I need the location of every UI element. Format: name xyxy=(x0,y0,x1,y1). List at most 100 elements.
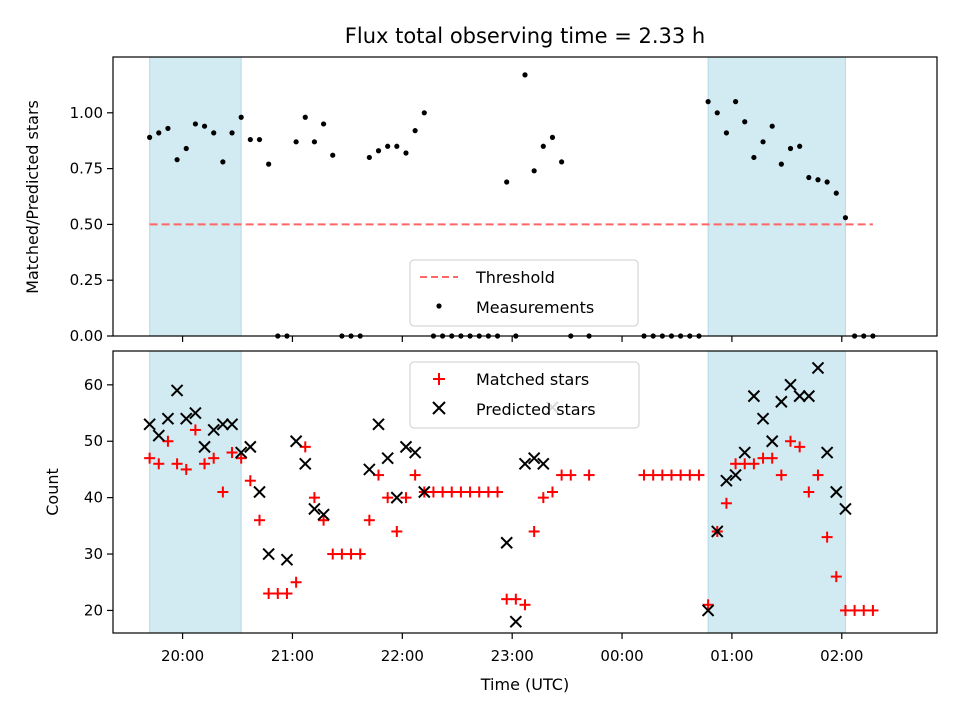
predicted-stars-marker xyxy=(381,451,394,465)
measurement-point xyxy=(806,174,812,181)
matched-stars-marker xyxy=(199,458,211,470)
measurement-point xyxy=(165,125,171,132)
bottom-y-tick-label: 20 xyxy=(84,601,103,619)
bottom-y-tick-label: 50 xyxy=(84,432,103,450)
measurement-point xyxy=(247,136,253,143)
measurement-point xyxy=(549,134,556,140)
predicted-stars-marker xyxy=(765,435,779,448)
predicted-stars-marker xyxy=(820,446,834,459)
x-tick-label: 20:00 xyxy=(161,647,204,665)
measurement-point xyxy=(714,110,720,116)
measurement-point xyxy=(815,177,821,183)
measurement-point xyxy=(531,168,537,174)
predicted-stars-marker xyxy=(738,446,751,459)
predicted-stars-marker xyxy=(289,435,303,448)
matched-stars-marker xyxy=(748,458,760,470)
top-y-tick-label: 0.75 xyxy=(70,160,103,178)
matched-stars-marker xyxy=(528,525,540,537)
bottom-legend: Matched stars Predicted stars xyxy=(409,361,640,429)
predicted-stars-marker xyxy=(500,536,513,549)
x-tick-label: 21:00 xyxy=(271,647,314,665)
bottom-x-ticks: 20:00 21:00 22:00 23:00 00:00 01:00 02:00 xyxy=(161,633,863,665)
top-x-ticks xyxy=(181,336,843,342)
x-tick-label: 01:00 xyxy=(710,647,753,665)
measurement-point xyxy=(723,130,730,136)
predicted-stars-points xyxy=(143,361,852,628)
predicted-stars-marker xyxy=(775,395,788,408)
legend-measurements-swatch xyxy=(436,303,442,309)
predicted-stars-marker xyxy=(207,423,220,437)
measurement-point xyxy=(778,161,784,167)
matched-stars-marker xyxy=(830,571,842,583)
predicted-stars-marker xyxy=(418,485,431,499)
measurement-point xyxy=(394,143,400,149)
predicted-stars-marker xyxy=(747,389,761,403)
matched-stars-marker xyxy=(180,463,192,475)
top-panel: 0.00 0.25 0.50 0.75 1.00 Matched/Predicted s… xyxy=(23,56,938,345)
legend-threshold-label: Threshold xyxy=(475,268,555,287)
matched-stars-marker xyxy=(189,424,201,436)
measurement-point xyxy=(211,130,217,136)
predicted-stars-marker xyxy=(308,502,321,516)
predicted-stars-marker xyxy=(262,547,275,561)
matched-stars-marker xyxy=(382,492,394,504)
top-y-tick-label: 0.50 xyxy=(70,215,103,233)
measurement-point xyxy=(201,123,208,129)
measurement-point xyxy=(366,154,372,161)
bottom-y-tick-label: 40 xyxy=(84,489,103,507)
matched-stars-marker xyxy=(208,452,220,464)
predicted-stars-marker xyxy=(729,468,742,482)
top-shade-band-0 xyxy=(149,56,242,337)
predicted-stars-marker xyxy=(161,412,175,425)
measurement-point xyxy=(751,154,757,161)
matched-stars-marker xyxy=(693,469,705,481)
matched-stars-marker xyxy=(354,548,366,560)
top-y-tick-label: 0.25 xyxy=(70,271,103,289)
matched-stars-marker xyxy=(281,588,293,600)
predicted-stars-marker xyxy=(189,406,202,420)
measurement-point xyxy=(769,123,775,129)
measurement-point xyxy=(256,136,263,143)
predicted-stars-marker xyxy=(225,418,239,431)
top-axes-frame xyxy=(112,56,938,337)
measurement-point xyxy=(540,143,546,149)
matched-stars-marker xyxy=(400,492,412,504)
legend-matched-swatch xyxy=(433,373,445,385)
matched-stars-marker xyxy=(583,469,595,481)
measurement-point xyxy=(293,139,299,145)
matched-stars-marker xyxy=(492,486,504,498)
matched-stars-marker xyxy=(803,486,815,498)
measurement-point xyxy=(320,121,327,127)
top-shaded-intervals xyxy=(149,56,846,337)
matched-stars-marker xyxy=(373,469,385,481)
matched-stars-marker xyxy=(299,441,311,453)
predicted-stars-marker xyxy=(198,440,211,454)
predicted-stars-marker xyxy=(180,412,193,425)
predicted-stars-marker xyxy=(537,457,550,471)
matched-stars-marker xyxy=(565,469,577,481)
x-tick-label: 22:00 xyxy=(381,647,424,665)
predicted-stars-marker xyxy=(280,553,294,566)
measurement-point xyxy=(824,179,830,185)
matched-stars-marker xyxy=(702,599,714,611)
measurement-point xyxy=(412,128,418,134)
measurement-point xyxy=(504,179,510,185)
predicted-stars-marker xyxy=(811,361,825,375)
predicted-stars-marker xyxy=(253,485,266,499)
matched-stars-marker xyxy=(226,447,238,459)
measurement-point xyxy=(156,130,162,136)
predicted-stars-marker xyxy=(756,412,770,425)
predicted-stars-marker xyxy=(784,378,797,392)
matched-stars-marker xyxy=(171,458,183,470)
bottom-legend-box xyxy=(409,361,640,429)
matched-stars-marker xyxy=(785,435,797,447)
predicted-stars-marker xyxy=(299,457,312,471)
predicted-stars-marker xyxy=(711,525,724,538)
measurement-point xyxy=(385,143,391,149)
measurement-point xyxy=(220,159,226,165)
bottom-shaded-intervals xyxy=(149,350,846,634)
predicted-stars-marker xyxy=(234,446,248,459)
measurement-point xyxy=(833,190,839,196)
predicted-stars-marker xyxy=(363,463,376,476)
